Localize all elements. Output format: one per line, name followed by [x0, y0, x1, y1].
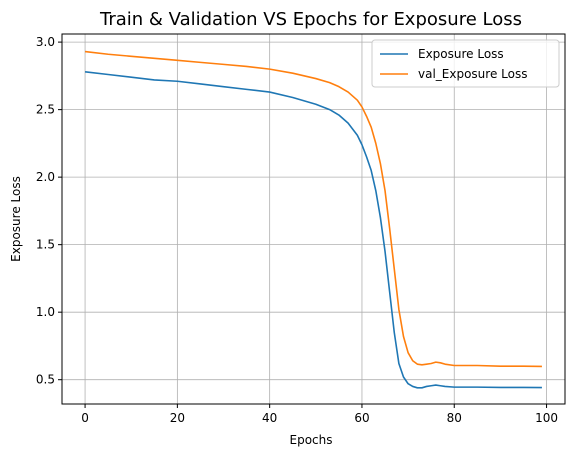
plot-frame — [61, 33, 566, 405]
grid — [62, 34, 565, 404]
legend-box — [371, 39, 560, 88]
y-tick-label: 2.0 — [36, 170, 55, 184]
y-tick-label: 1.0 — [36, 305, 55, 319]
x-axis-label: Epochs — [290, 433, 333, 447]
x-tick-label: 100 — [535, 411, 558, 425]
legend-label: val_Exposure Loss — [418, 67, 527, 81]
x-tick-label: 60 — [354, 411, 369, 425]
y-tick-label: 2.5 — [36, 103, 55, 117]
y-tick-label: 0.5 — [36, 373, 55, 387]
y-axis-label: Exposure Loss — [9, 176, 23, 262]
x-tick-label: 80 — [447, 411, 462, 425]
series-lines — [84, 50, 542, 389]
legend: Exposure Loss val_Exposure Loss — [371, 39, 560, 88]
x-tick-label: 20 — [170, 411, 185, 425]
series-line-val-exposure-loss — [84, 50, 542, 368]
chart-title: Train & Validation VS Epochs for Exposur… — [99, 9, 522, 30]
y-tick-label: 3.0 — [36, 35, 55, 49]
x-tick-label: 0 — [81, 411, 89, 425]
y-tick-label: 1.5 — [36, 238, 55, 252]
legend-label: Exposure Loss — [418, 47, 504, 61]
x-axis-ticks: 0 20 40 60 80 100 — [81, 404, 558, 425]
x-tick-label: 40 — [262, 411, 277, 425]
series-line-exposure-loss — [84, 71, 542, 389]
y-axis-ticks: 0.5 1.0 1.5 2.0 2.5 3.0 — [36, 35, 62, 387]
